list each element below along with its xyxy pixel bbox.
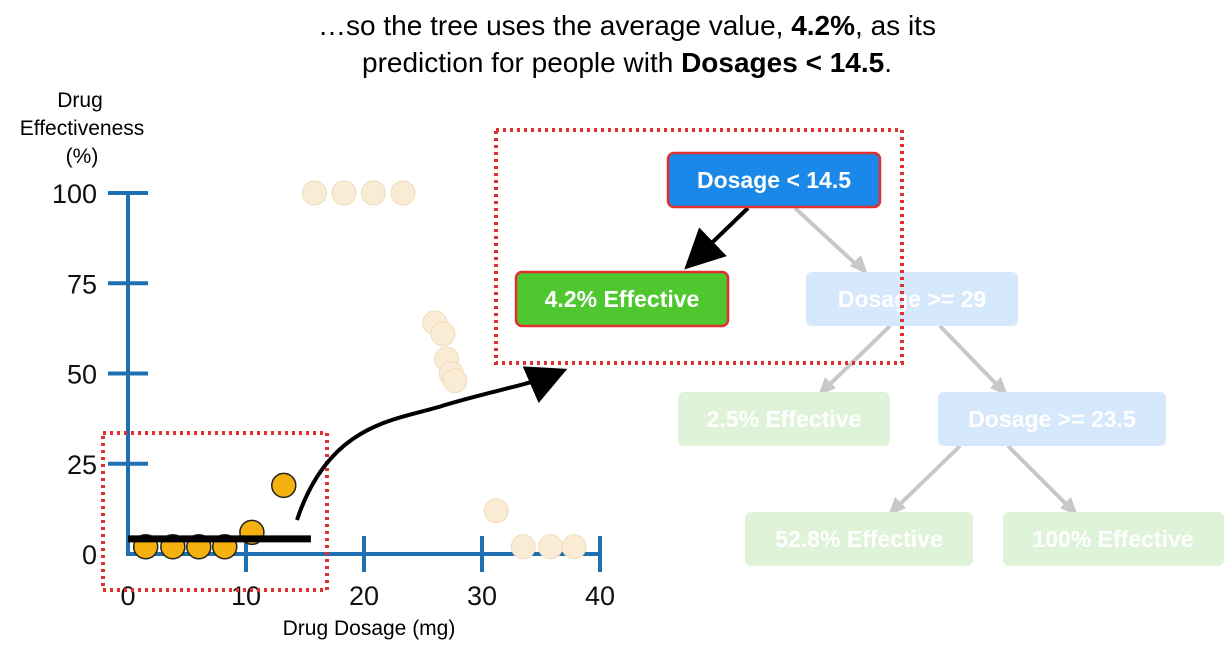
tree-highlight-box [494,128,904,365]
caption-line-2: prediction for people with Dosages < 14.… [362,47,892,78]
tree-leaf-4-2-effective: 4.2% Effective [514,270,730,328]
tree-leaf-100-effective: 100% Effective [1003,512,1224,566]
leaf-box [678,392,890,446]
tree-node-dosage-14-5: Dosage < 14.5 [666,151,882,209]
faded-points [301,180,587,560]
node-box [806,272,1018,326]
arrowhead-n2-left [818,377,836,396]
y-tick-label: 50 [67,360,97,390]
y-axis-label-line: (%) [66,145,99,168]
node-label: Dosage >= 23.5 [968,406,1136,432]
data-point-faded [442,368,468,394]
leaf-box [745,512,973,566]
edge-n3-to-right [1006,444,1072,510]
edge-root-to-leaf [684,206,750,270]
data-point-faded [430,321,456,347]
low-dosage-highlight-box [101,431,329,592]
data-point-faded [537,534,563,560]
y-tick-label: 75 [67,269,97,299]
y-axis-label-line: Effectiveness [20,117,145,140]
curved-arrow [295,366,568,521]
arrowhead-root-n2 [850,255,868,275]
caption-line-1: …so the tree uses the average value, 4.2… [318,10,936,41]
tree-node-dosage-23-5: Dosage >= 23.5 [938,392,1166,446]
leaf-label: 100% Effective [1032,526,1193,552]
tree-leaf-52-8-effective: 52.8% Effective [745,512,973,566]
x-tick-label: 10 [231,581,261,611]
arrowhead-n3-right [1060,497,1078,516]
x-tick-label: 0 [120,581,135,611]
data-point-faded [301,180,327,206]
node-box [938,392,1166,446]
x-axis-label: Drug Dosage (mg) [283,617,456,640]
data-point-faded [390,180,416,206]
node-label: Dosage >= 29 [838,286,986,312]
data-point-faded [483,498,509,524]
node-box [666,151,882,209]
leaf-label: 4.2% Effective [545,286,700,312]
tree-leaf-2-5-effective: 2.5% Effective [678,392,890,446]
faded-tree-edges [793,206,1072,510]
y-tick-label: 0 [82,540,97,570]
leaf-label: 2.5% Effective [707,406,862,432]
faded-arrowheads [818,255,1078,516]
y-tick-label: 25 [67,450,97,480]
arrowhead-n3-left [888,497,906,516]
leaf-label: 52.8% Effective [775,526,942,552]
arrowhead-n2-n3 [990,377,1008,396]
data-point-faded [360,180,386,206]
edge-n2-to-n3 [938,324,1002,390]
highlighted-points [132,472,297,560]
data-point [271,472,297,499]
y-axis-label-line: Drug [57,89,103,112]
y-tick-label: 100 [52,179,97,209]
edge-n2-to-left [824,324,892,390]
y-axis-label: Drug Effectiveness (%) [20,89,145,168]
data-point-faded [331,180,357,206]
x-tick-label: 30 [467,581,497,611]
x-tick-label: 20 [349,581,379,611]
x-tick-label: 40 [585,581,615,611]
edge-n3-to-left [894,444,962,510]
data-point-faded [510,534,536,560]
edge-root-to-n2 [793,206,862,270]
leaf-box [1003,512,1224,566]
data-point-faded [561,534,587,560]
leaf-box [514,270,730,328]
tree-node-dosage-29: Dosage >= 29 [806,272,1018,326]
node-label: Dosage < 14.5 [697,167,851,193]
